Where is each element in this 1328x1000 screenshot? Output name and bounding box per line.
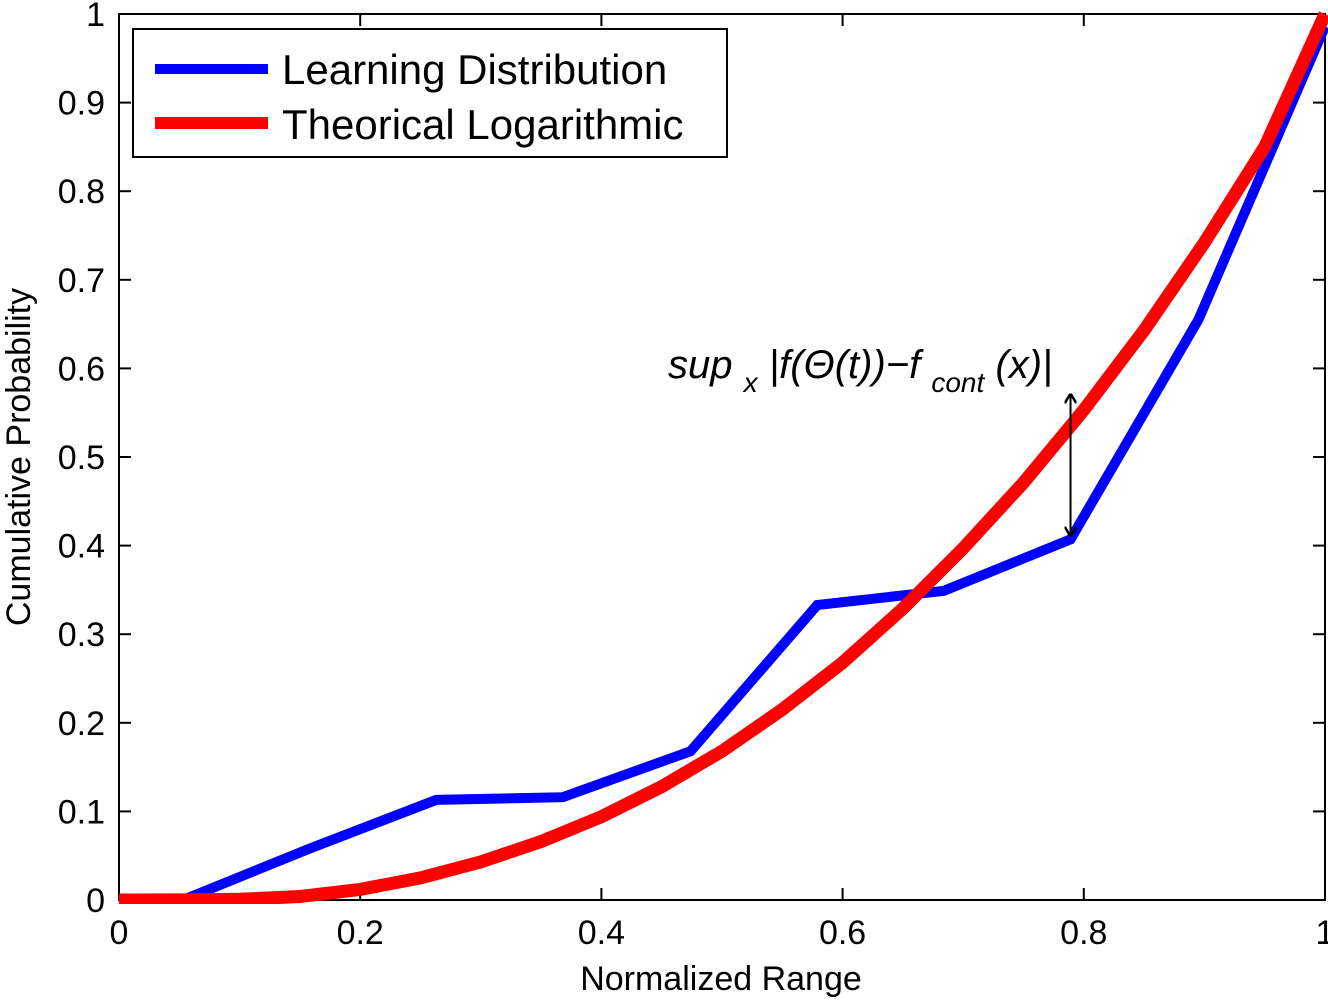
x-axis-ticks: 0 0.2 0.4 0.6 0.8 1 xyxy=(110,14,1328,952)
y-tick-label: 1 xyxy=(86,0,105,34)
x-tick-label: 0 xyxy=(110,914,129,952)
x-tick-label: 1 xyxy=(1316,914,1328,952)
y-tick-label: 0.2 xyxy=(58,705,105,743)
y-tick-label: 0.3 xyxy=(58,616,105,654)
series-line-theorical-logarithmic xyxy=(118,11,1328,904)
series-line-learning-distribution xyxy=(119,24,1328,904)
sup-annotation: sup x |f(Θ(t))−f cont (x)| xyxy=(668,343,1071,535)
annotation-text: sup x |f(Θ(t))−f cont (x)| xyxy=(668,343,1052,401)
y-tick-label: 0.4 xyxy=(58,528,105,566)
legend-label-theorical: Theorical Logarithmic xyxy=(282,101,684,148)
annotation-sup-sub: x xyxy=(742,367,759,398)
y-tick-label: 0.9 xyxy=(58,85,105,123)
x-tick-label: 0.4 xyxy=(578,914,625,952)
y-tick-label: 0.8 xyxy=(58,173,105,211)
legend-box xyxy=(132,28,728,158)
legend: Learning Distribution Theorical Logarith… xyxy=(132,28,728,158)
legend-label-learning: Learning Distribution xyxy=(282,46,667,93)
y-axis-ticks: 0 0.1 0.2 0.3 0.4 0.5 0.6 0.7 0.8 0.9 1 xyxy=(58,0,1325,920)
x-tick-label: 0.2 xyxy=(337,914,384,952)
y-axis-label: Cumulative Probability xyxy=(0,288,38,626)
x-axis-label: Normalized Range xyxy=(580,960,862,998)
y-tick-label: 0.6 xyxy=(58,350,105,388)
y-tick-label: 0.1 xyxy=(58,793,105,831)
series-layer xyxy=(118,11,1328,904)
y-tick-label: 0.5 xyxy=(58,439,105,477)
y-tick-label: 0.7 xyxy=(58,262,105,300)
annotation-expr-b: (x)| xyxy=(995,343,1052,387)
annotation-sup: sup xyxy=(668,343,733,387)
y-tick-label: 0 xyxy=(86,882,105,920)
annotation-expr-sub: cont xyxy=(931,367,985,398)
annotation-expr-a: |f(Θ(t))−f xyxy=(769,343,924,387)
x-tick-label: 0.8 xyxy=(1060,914,1107,952)
x-tick-label: 0.6 xyxy=(819,914,866,952)
